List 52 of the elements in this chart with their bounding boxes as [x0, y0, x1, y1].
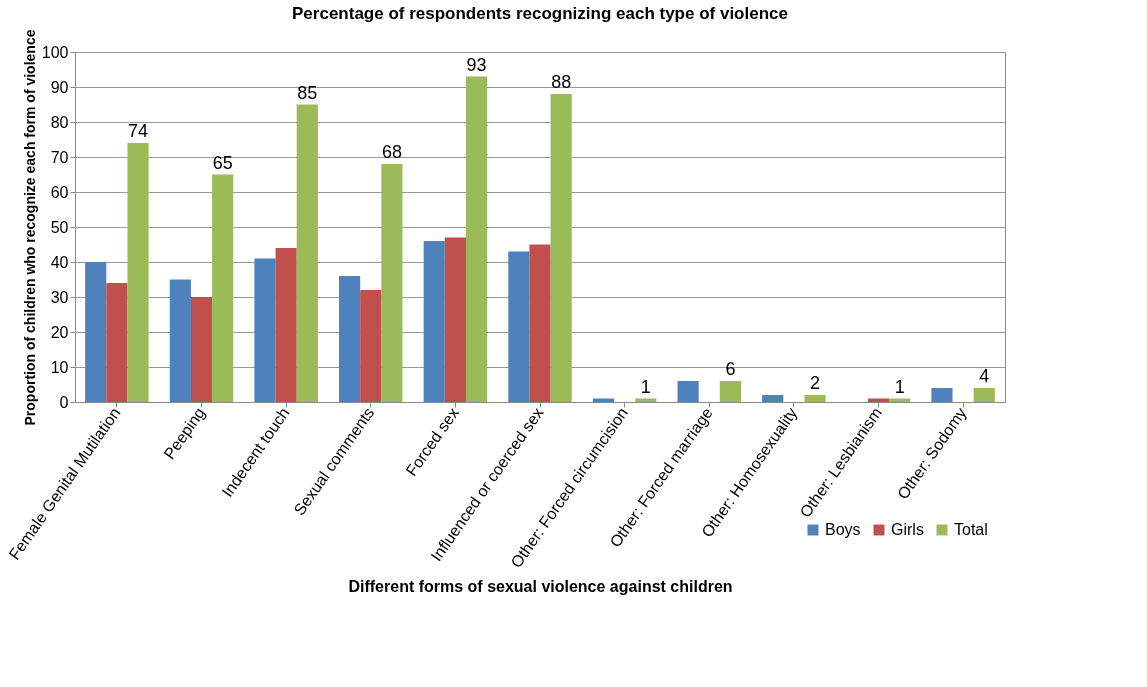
bar [465, 76, 488, 402]
y-tick-label: 10 [50, 358, 69, 376]
bar [212, 174, 234, 402]
data-label: 6 [725, 359, 736, 379]
bar [804, 395, 826, 402]
bar [508, 251, 530, 402]
bar [529, 244, 551, 402]
bar [190, 297, 213, 402]
bar [85, 262, 107, 402]
bar [762, 395, 784, 402]
bar [423, 241, 445, 402]
bar [444, 237, 466, 402]
legend-label: Boys [825, 521, 861, 538]
y-tick-label: 100 [41, 43, 69, 61]
bar [296, 104, 318, 402]
bar [719, 381, 741, 402]
bar [677, 381, 699, 402]
data-label: 93 [466, 54, 487, 75]
bar [973, 388, 995, 402]
y-tick-label: 90 [50, 78, 69, 96]
bar [254, 258, 276, 402]
y-axis-title: Proportion of children who recognize each form of violence [21, 29, 38, 426]
data-label: 68 [381, 142, 402, 162]
y-tick-label: 0 [59, 393, 69, 411]
bar [127, 143, 149, 402]
bar [339, 276, 361, 402]
bar [931, 388, 953, 402]
data-label: 2 [810, 373, 821, 393]
bar [275, 248, 297, 402]
y-tick-label: 30 [50, 288, 69, 306]
data-label: 85 [297, 82, 318, 103]
y-tick-label: 50 [50, 218, 69, 236]
data-label: 1 [640, 376, 651, 397]
legend-label: Girls [891, 521, 924, 538]
y-tick-label: 70 [50, 148, 69, 166]
data-label: 1 [894, 376, 905, 397]
data-label: 74 [128, 121, 149, 141]
bar [106, 283, 128, 402]
bar [360, 290, 382, 402]
y-tick-label: 60 [50, 183, 69, 201]
bar [381, 164, 403, 402]
x-axis-title: Different forms of sexual violence against children [348, 577, 733, 595]
bar [169, 279, 191, 402]
y-tick-label: 80 [50, 113, 69, 131]
data-label: 65 [212, 152, 233, 173]
legend-label: Total [954, 521, 988, 538]
bar [550, 94, 572, 402]
data-label: 4 [979, 366, 990, 386]
data-label: 88 [551, 72, 572, 92]
y-tick-label: 40 [50, 253, 69, 271]
y-tick-label: 20 [50, 323, 69, 341]
chart-title: Percentage of respondents recognizing each type of violence [292, 4, 788, 24]
